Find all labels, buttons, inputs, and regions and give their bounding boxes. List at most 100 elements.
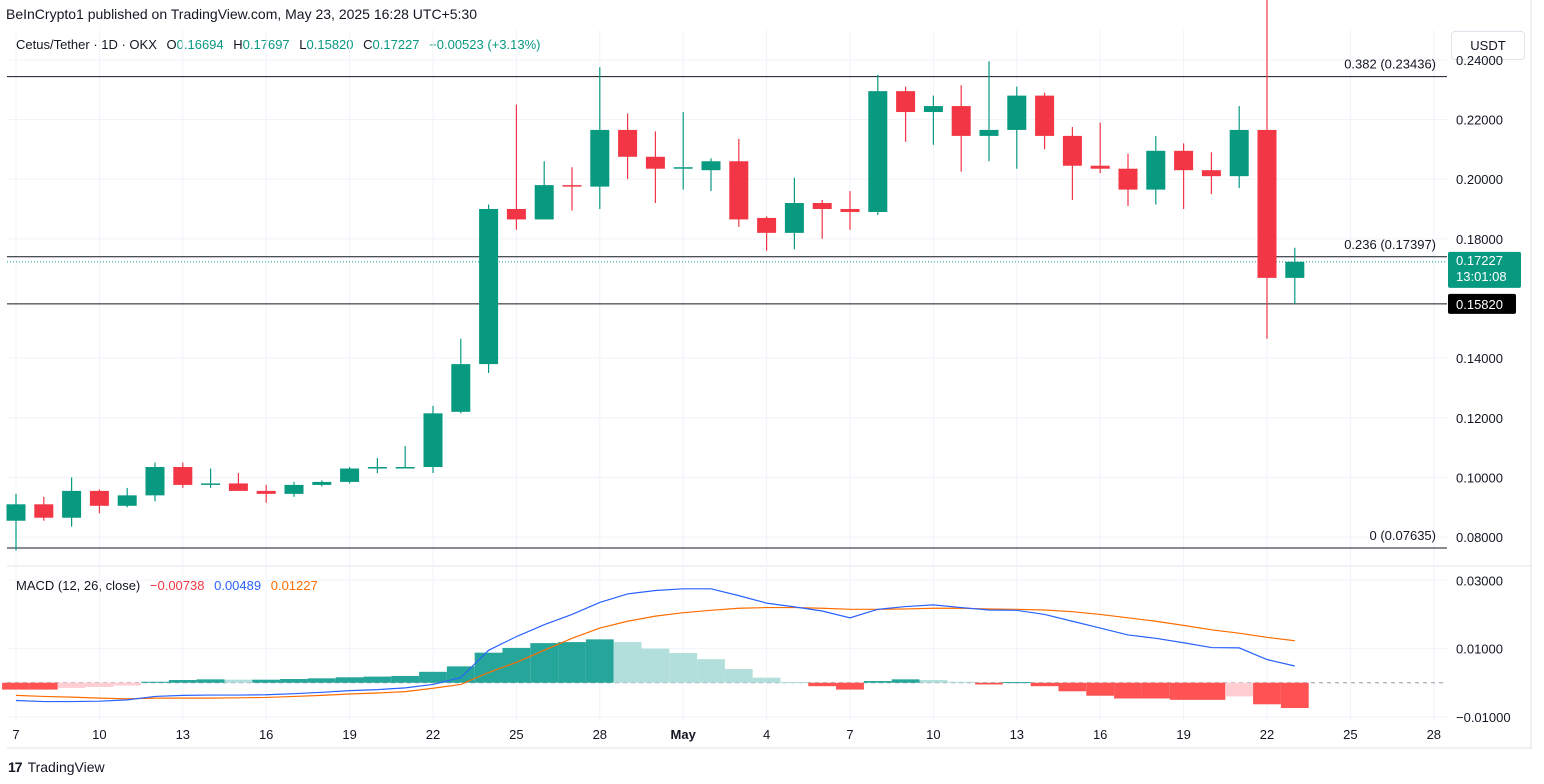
- time-tick-label: 7: [12, 727, 19, 742]
- price-tick-label: 0.20000: [1456, 172, 1503, 187]
- open-value: 0.16694: [176, 37, 224, 52]
- candle-body: [951, 106, 971, 136]
- macd-hist-bar: [808, 682, 837, 687]
- fib-level-label: 0.382 (0.23436): [1344, 57, 1436, 72]
- candle-body: [840, 208, 860, 212]
- macd-title[interactable]: MACD (12, 26, close): [16, 578, 141, 593]
- time-tick-label: 4: [763, 727, 770, 742]
- macd-line: [15, 588, 1295, 703]
- macd-hist-bar: [641, 648, 670, 683]
- open-key: O: [166, 37, 177, 52]
- candle-body: [590, 129, 610, 187]
- macd-hist-bar: [724, 669, 753, 683]
- symbol-label[interactable]: Cetus/Tether · 1D · OKX: [16, 37, 157, 52]
- candle-body: [6, 504, 26, 521]
- candle-body: [645, 156, 665, 169]
- candle-body: [228, 483, 248, 491]
- candle-body: [62, 490, 82, 518]
- macd-hist-bar: [474, 652, 503, 683]
- candle-body: [534, 185, 554, 220]
- countdown-value: 13:01:08: [1456, 269, 1507, 284]
- candle-body: [145, 467, 165, 496]
- price-tick-label: 0.14000: [1456, 351, 1503, 366]
- macd-hist-bar: [530, 643, 559, 683]
- macd-hist-bar: [113, 682, 142, 686]
- candle-body: [1007, 95, 1027, 130]
- price-tick-label: 0.24000: [1456, 53, 1503, 68]
- candle-body: [1229, 129, 1249, 177]
- macd-hist-bar: [2, 682, 30, 690]
- macd-hist-bar: [1030, 682, 1059, 687]
- candle-body: [701, 161, 721, 171]
- macd-hist-bar: [1141, 682, 1170, 699]
- macd-hist-bar: [752, 677, 781, 683]
- time-tick-label: 22: [426, 727, 440, 742]
- low-price-badge: [1448, 293, 1516, 314]
- candle-body: [340, 468, 360, 482]
- macd-hist-bar: [307, 678, 336, 683]
- macd-hist-bar: [1225, 682, 1254, 697]
- last-price-value: 0.17227: [1456, 253, 1503, 268]
- macd-hist-bar: [863, 681, 892, 683]
- macd-hist-bar: [585, 639, 614, 683]
- time-tick-label: 25: [1343, 727, 1357, 742]
- low-value: 0.15820: [306, 37, 354, 52]
- candle-body: [1174, 150, 1194, 171]
- candle-body: [201, 483, 221, 485]
- time-tick-label: 22: [1260, 727, 1274, 742]
- macd-hist-bar: [57, 682, 86, 688]
- macd-tick-label: −0.01000: [1456, 710, 1511, 725]
- close-key: C: [363, 37, 373, 52]
- macd-hist-bar: [335, 677, 364, 683]
- candle-body: [173, 467, 193, 485]
- fib-level-label: 0 (0.07635): [1370, 528, 1437, 543]
- change-value: +0.00523 (+3.13%): [429, 37, 541, 52]
- time-tick-label: 16: [259, 727, 273, 742]
- candle-body: [812, 203, 832, 209]
- macd-hist-bar: [1169, 682, 1198, 700]
- candle-body: [395, 467, 415, 469]
- candle-body: [89, 490, 109, 506]
- macd-hist-bar: [1002, 682, 1031, 684]
- tradingview-label: TradingView: [27, 759, 105, 775]
- time-tick-label: 7: [846, 727, 853, 742]
- macd-signal-value: 0.01227: [270, 578, 318, 593]
- candle-body: [479, 208, 499, 365]
- candle-body: [618, 129, 638, 157]
- currency-button[interactable]: USDT: [1451, 31, 1525, 60]
- macd-hist-bar: [252, 679, 281, 683]
- fib-level-label: 0.236 (0.17397): [1344, 237, 1436, 252]
- macd-hist-value: −0.00738: [149, 578, 205, 593]
- macd-hist-bar: [280, 678, 308, 683]
- candle-body: [1285, 261, 1305, 278]
- time-tick-label: 16: [1093, 727, 1107, 742]
- price-tick-label: 0.18000: [1456, 232, 1503, 247]
- macd-hist-bar: [1114, 682, 1142, 699]
- macd-line-value: 0.00489: [214, 578, 262, 593]
- macd-hist-bar: [141, 681, 169, 683]
- candle-body: [367, 467, 387, 469]
- last-price-badge: [1448, 251, 1521, 288]
- time-tick-label: 28: [1427, 727, 1441, 742]
- candle-body: [1257, 129, 1277, 278]
- candle-body: [1062, 135, 1082, 166]
- candle-body: [256, 490, 276, 494]
- candle-body: [923, 106, 943, 113]
- candle-body: [1035, 95, 1055, 136]
- macd-legend: MACD (12, 26, close) −0.00738 0.00489 0.…: [16, 578, 318, 593]
- candle-body: [34, 504, 54, 518]
- time-tick-label: 10: [92, 727, 106, 742]
- low-price-value: 0.15820: [1456, 297, 1503, 312]
- candle-body: [868, 91, 888, 212]
- candle-body: [784, 203, 804, 233]
- candle-body: [979, 129, 999, 136]
- macd-hist-bar: [1280, 682, 1309, 709]
- close-value: 0.17227: [372, 37, 420, 52]
- candle-body: [673, 167, 693, 169]
- macd-hist-bar: [697, 659, 725, 683]
- macd-hist-bar: [891, 679, 920, 683]
- time-tick-label: 28: [593, 727, 607, 742]
- candle-body: [1146, 150, 1166, 190]
- ohlc-legend: Cetus/Tether · 1D · OKX O0.16694 H0.1769…: [16, 37, 540, 52]
